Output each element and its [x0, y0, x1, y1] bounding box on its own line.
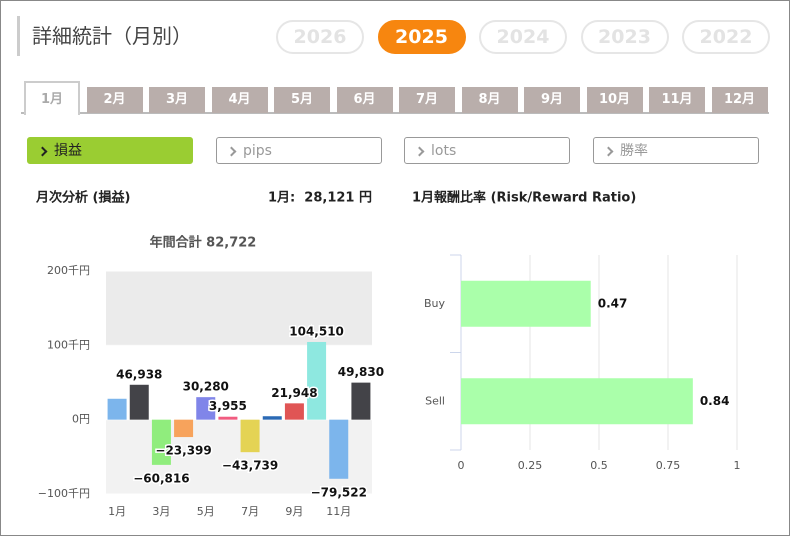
bar — [351, 382, 371, 420]
month-tab[interactable]: 10月 — [586, 87, 643, 113]
bar — [329, 419, 349, 479]
bar — [240, 419, 260, 453]
data-label: 0.47 — [598, 296, 628, 310]
x-tick-label: 1 — [734, 459, 741, 472]
bar — [129, 384, 149, 420]
x-tick-label: 0.25 — [518, 459, 543, 472]
bar — [307, 341, 327, 420]
y-tick-label: 0円 — [72, 413, 90, 426]
month-tab[interactable]: 8月 — [461, 87, 518, 113]
x-tick-label: 0.75 — [656, 459, 681, 472]
filter-button[interactable]: pips — [216, 137, 382, 164]
bar — [461, 280, 591, 327]
y-tick-label: −100千円 — [38, 487, 90, 500]
month-tab[interactable]: 2月 — [86, 87, 143, 113]
data-label: 104,510 — [289, 324, 344, 338]
x-tick-label: 7月 — [241, 505, 259, 518]
x-tick-label: 9月 — [285, 505, 303, 518]
data-label: −23,399 — [155, 444, 211, 458]
x-tick-label: 0.5 — [590, 459, 608, 472]
y-tick-label: Sell — [425, 394, 445, 407]
x-tick-label: 11月 — [326, 505, 351, 518]
bar — [284, 403, 304, 420]
month-tab[interactable]: 12月 — [711, 87, 768, 113]
bar — [174, 419, 194, 438]
x-tick-label: 3月 — [152, 505, 170, 518]
year-button[interactable]: 2025 — [377, 20, 466, 54]
plot-band — [106, 420, 372, 494]
month-tab[interactable]: 4月 — [211, 87, 268, 113]
month-tab[interactable]: 3月 — [149, 87, 205, 113]
bar — [461, 378, 693, 425]
year-button[interactable]: 2023 — [580, 20, 669, 54]
chart-summary: 1月: 28,121 円 — [268, 191, 372, 206]
year-button[interactable]: 2024 — [479, 20, 567, 54]
filter-button[interactable]: lots — [404, 137, 570, 164]
month-tab[interactable]: 9月 — [524, 87, 580, 113]
data-label: 49,830 — [338, 365, 384, 379]
bar — [262, 416, 282, 420]
x-tick-label: 0 — [458, 459, 465, 472]
data-label: −79,522 — [311, 485, 367, 499]
bar — [107, 398, 127, 420]
chart-subtitle: 年間合計 82,722 — [150, 235, 257, 251]
data-label: 21,948 — [271, 386, 317, 400]
bar — [218, 416, 238, 420]
chart-title: 1月報酬比率 (Risk/Reward Ratio) — [412, 190, 636, 206]
x-tick-label: 5月 — [197, 505, 215, 518]
filter-button[interactable]: 勝率 — [593, 137, 759, 164]
page-title: 詳細統計（月別） — [17, 16, 192, 56]
y-tick-label: 200千円 — [47, 264, 90, 277]
year-button[interactable]: 2022 — [682, 20, 770, 54]
data-label: 46,938 — [116, 367, 162, 381]
month-tab[interactable]: 7月 — [399, 87, 455, 113]
chart-title: 月次分析 (損益) — [35, 190, 130, 206]
x-tick-label: 1月 — [108, 505, 126, 518]
bar — [196, 397, 216, 420]
bar — [151, 419, 171, 465]
tab-line — [21, 112, 769, 114]
year-button[interactable]: 2026 — [276, 20, 364, 54]
filter-button[interactable]: 損益 — [27, 137, 193, 164]
data-label: 3,955 — [209, 399, 247, 413]
data-label: −60,816 — [133, 471, 189, 485]
month-tab[interactable]: 11月 — [649, 87, 705, 113]
plot-band — [106, 271, 372, 346]
data-label: 30,280 — [183, 380, 229, 394]
data-label: −43,739 — [222, 459, 278, 473]
month-tab[interactable]: 5月 — [274, 87, 330, 113]
month-tab[interactable]: 6月 — [336, 87, 393, 113]
y-tick-label: 100千円 — [47, 338, 90, 351]
data-label: 0.84 — [700, 394, 730, 408]
month-tab[interactable]: 1月 — [24, 81, 80, 115]
y-tick-label: Buy — [424, 297, 446, 310]
